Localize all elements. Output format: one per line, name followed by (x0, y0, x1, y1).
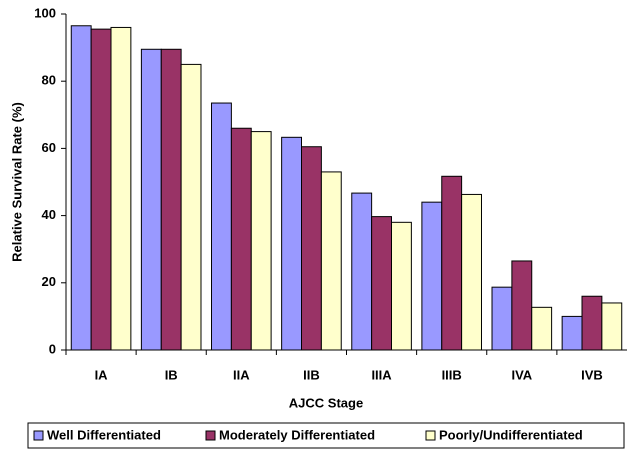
bar (461, 193, 482, 351)
bar (211, 102, 232, 351)
legend-swatch (205, 430, 216, 441)
legend-label: Well Differentiated (47, 427, 161, 442)
bar (441, 175, 463, 351)
bar (180, 63, 202, 351)
legend-swatch (425, 430, 436, 441)
legend-box (27, 422, 625, 449)
y-axis-title: Relative Survival Rate (%) (9, 102, 24, 262)
legend-label: Moderately Differentiated (219, 427, 375, 442)
y-tick-label: 100 (34, 5, 56, 20)
bar (90, 28, 112, 351)
x-tick-label: IVB (581, 367, 603, 382)
bar (390, 221, 412, 351)
legend-swatch (33, 430, 44, 441)
bar (601, 302, 623, 351)
bar (160, 48, 182, 351)
y-tick-label: 40 (42, 207, 56, 222)
bar (581, 295, 603, 351)
bar (230, 127, 252, 351)
bar (421, 201, 443, 351)
y-tick-label: 0 (49, 341, 56, 356)
x-tick-label: IB (165, 367, 178, 382)
bar (320, 171, 342, 351)
x-tick-label: IIB (303, 367, 320, 382)
x-tick-label: IIIB (442, 367, 462, 382)
bar (140, 48, 162, 351)
x-axis-title: AJCC Stage (289, 395, 363, 410)
bar (511, 260, 533, 351)
y-tick-label: 20 (42, 274, 56, 289)
bar (301, 146, 322, 351)
bar (351, 192, 373, 351)
x-tick-label: IA (95, 367, 109, 382)
bar (561, 315, 583, 351)
bar (281, 136, 303, 351)
bar (531, 306, 553, 351)
y-tick-label: 60 (42, 140, 56, 155)
bar (70, 25, 92, 351)
bar (110, 26, 132, 351)
bar (250, 131, 272, 351)
x-tick-label: IIIA (371, 367, 392, 382)
x-tick-label: IIA (233, 367, 250, 382)
bar (491, 286, 513, 351)
bar (371, 216, 392, 351)
legend-label: Poorly/Undifferentiated (439, 427, 583, 442)
y-tick-label: 80 (42, 73, 56, 88)
x-tick-label: IVA (511, 367, 532, 382)
